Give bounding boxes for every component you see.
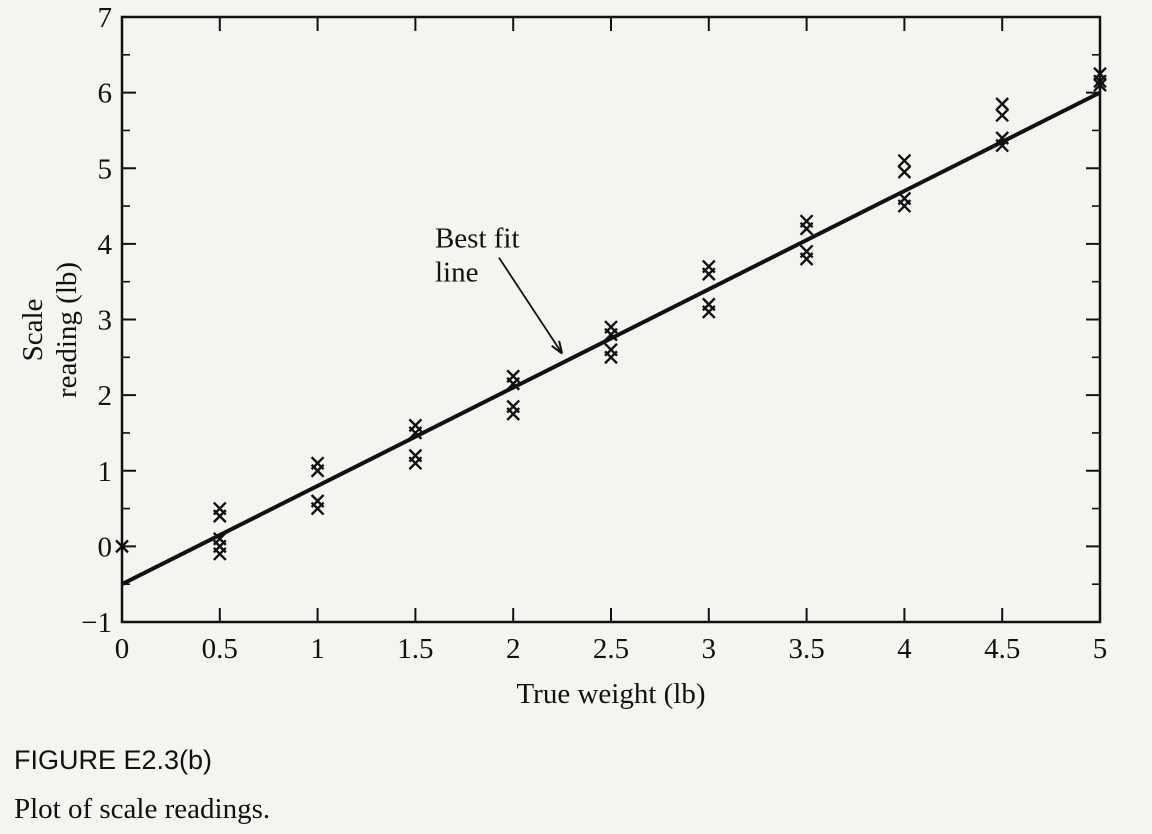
x-tick-label: 5 xyxy=(1093,633,1108,665)
annotation-line-2: line xyxy=(435,257,479,289)
x-tick-label: 4 xyxy=(897,633,912,665)
data-point xyxy=(897,153,912,168)
data-point xyxy=(604,350,618,365)
y-axis-title-line-2: reading (lb) xyxy=(51,262,83,398)
data-point xyxy=(799,221,814,236)
y-tick-label: 6 xyxy=(98,78,113,110)
y-axis-title-line-1: Scale xyxy=(17,299,49,362)
data-point xyxy=(212,547,227,561)
data-point xyxy=(799,252,814,266)
ticks xyxy=(121,16,1101,623)
x-axis-title: True weight (lb) xyxy=(516,678,705,710)
data-point xyxy=(212,509,227,523)
y-tick-label: 0 xyxy=(98,531,113,563)
data-marks xyxy=(115,66,1107,561)
plot-frame xyxy=(120,15,1102,624)
x-tick-label: 4.5 xyxy=(984,633,1020,665)
x-tick-label: 0.5 xyxy=(202,633,238,665)
figure-label: FIGURE E2.3(b) xyxy=(14,745,213,775)
x-tick-label: 2 xyxy=(506,633,521,665)
data-point xyxy=(506,407,521,421)
annotation-line-1: Best fit xyxy=(435,223,520,255)
x-tick-label: 1 xyxy=(310,633,325,665)
y-tick-label: 5 xyxy=(98,153,113,185)
best-fit-line-group xyxy=(121,90,1101,586)
data-point xyxy=(701,305,716,319)
annotation-arrowhead xyxy=(551,340,564,355)
data-point xyxy=(897,199,912,213)
y-tick-label: 2 xyxy=(98,380,113,412)
y-tick-label: 7 xyxy=(98,2,113,34)
x-tick-label: 3 xyxy=(702,633,717,665)
annotation-arrow xyxy=(498,257,563,355)
x-tick-label: 3.5 xyxy=(788,633,824,665)
data-point xyxy=(897,165,912,179)
best-fit-line xyxy=(121,90,1101,586)
x-tick-label: 2.5 xyxy=(593,633,629,665)
x-tick-label: 0 xyxy=(115,633,130,665)
y-tick-label: 3 xyxy=(98,305,113,337)
data-point xyxy=(310,501,325,516)
figure-caption: Plot of scale readings. xyxy=(14,793,271,825)
y-tick-label: −1 xyxy=(81,607,112,639)
y-axis-title: Scale reading (lb) xyxy=(17,262,83,398)
data-point xyxy=(995,108,1010,123)
data-point xyxy=(408,456,423,471)
data-point xyxy=(310,463,325,478)
y-tick-label: 1 xyxy=(98,456,113,488)
data-point xyxy=(995,97,1010,111)
y-tick-label: 4 xyxy=(98,229,113,261)
x-tick-label: 1.5 xyxy=(397,633,433,665)
data-point xyxy=(701,267,716,281)
